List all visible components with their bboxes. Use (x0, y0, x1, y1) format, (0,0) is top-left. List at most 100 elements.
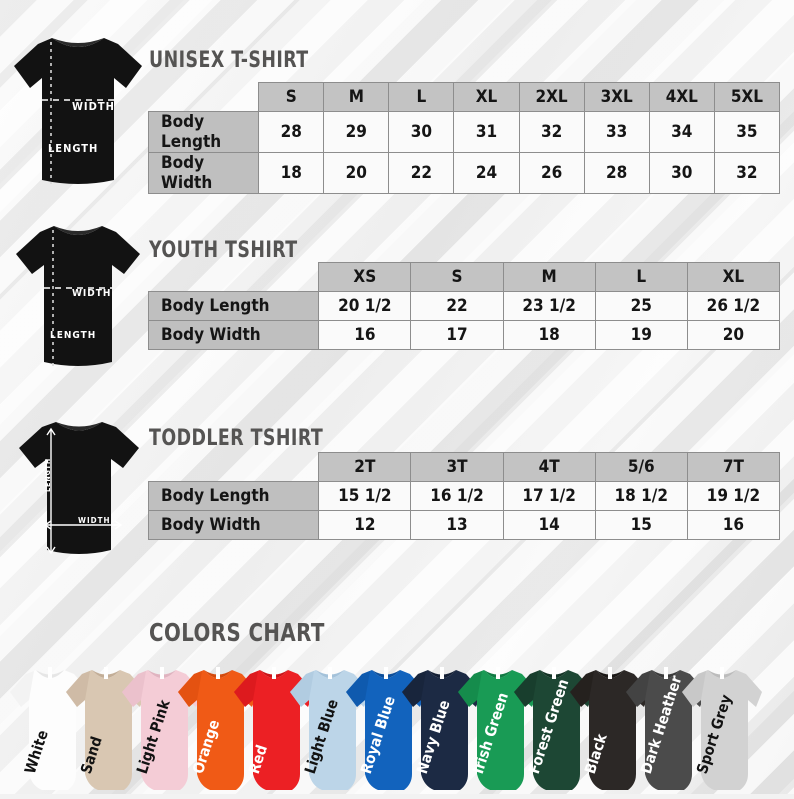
measurement-cell: 14 (502, 510, 596, 540)
shirt-shape-icon (682, 667, 762, 790)
collar-tag-icon (104, 667, 108, 679)
shirt-shape-icon (402, 667, 482, 790)
color-swatch-shirt[interactable]: Royal Blue (344, 662, 428, 794)
table-row: Body Width 16 17 18 19 20 (147, 320, 781, 350)
size-column-header: L (594, 262, 688, 292)
measurement-cell: 12 (318, 510, 412, 540)
size-column-header: 2T (318, 452, 412, 482)
measurement-cell: 25 (594, 291, 688, 321)
collar-tag-icon (440, 667, 444, 679)
measurement-cell: 22 (388, 152, 455, 194)
shirt-shape-icon (66, 667, 146, 790)
colors-chart-row: White Sand Light Pink Orange Red Light Blue Ro… (0, 640, 794, 794)
measurement-row-label: Body Length (147, 481, 320, 511)
collar-tag-icon (664, 667, 668, 679)
toddler-length-label: LENGTH (44, 457, 52, 492)
size-column-header: 7T (686, 452, 781, 482)
colors-chart-title: COLORS CHART (149, 618, 325, 647)
collar-tag-icon (272, 667, 276, 679)
size-column-header: 5XL (713, 82, 781, 112)
measurement-cell: 18 (258, 152, 325, 194)
table-row: Body Width 12 13 14 15 16 (147, 510, 781, 540)
color-swatch-shirt[interactable]: Irish Green (456, 662, 540, 794)
color-swatch-shirt[interactable]: Red (232, 662, 316, 794)
unisex-length-label: LENGTH (48, 142, 99, 155)
table-header-row: 2T 3T 4T 5/6 7T (149, 452, 781, 482)
youth-tshirt-illustration (16, 226, 140, 366)
measurement-cell: 32 (518, 111, 585, 153)
shirt-shape-icon (234, 667, 314, 790)
shirt-shape-icon (626, 667, 706, 790)
shirt-shape-icon (346, 667, 426, 790)
measurement-cell: 19 (594, 320, 688, 350)
color-swatch-shirt[interactable]: Orange (176, 662, 260, 794)
table-row: Body Length 15 1/2 16 1/2 17 1/2 18 1/2 19 1/… (147, 481, 781, 511)
youth-size-table: XS S M L XL Body Length 20 1/2 22 23 1/2 25 26 1/2… (147, 262, 781, 350)
size-column-header: XL (453, 82, 520, 112)
size-column-header: S (410, 262, 504, 292)
measurement-cell: 16 1/2 (410, 481, 504, 511)
unisex-tshirt-illustration (14, 38, 142, 184)
measurement-row-label: Body Width (147, 320, 320, 350)
size-column-header: L (388, 82, 455, 112)
unisex-section-title: UNISEX T-SHIRT (149, 48, 309, 73)
toddler-width-label: WIDTH (78, 516, 111, 525)
color-swatch-shirt[interactable]: Light Pink (120, 662, 204, 794)
size-column-header: M (323, 82, 390, 112)
table-row: Body Length 20 1/2 22 23 1/2 25 26 1/2 (147, 291, 781, 321)
youth-length-label: LENGTH (50, 330, 97, 341)
measurement-cell: 34 (648, 111, 715, 153)
unisex-width-label: WIDTH (72, 100, 115, 113)
measurement-cell: 28 (583, 152, 650, 194)
measurement-cell: 15 1/2 (318, 481, 412, 511)
color-swatch-shirt[interactable]: Black (568, 662, 652, 794)
table-corner-cell (149, 453, 319, 482)
shirt-shape-icon (290, 667, 370, 790)
measurement-cell: 29 (323, 111, 390, 153)
measurement-cell: 30 (648, 152, 715, 194)
shirt-shape-icon (122, 667, 202, 790)
collar-tag-icon (160, 667, 164, 679)
size-column-header: XL (686, 262, 781, 292)
toddler-size-table: 2T 3T 4T 5/6 7T Body Length 15 1/2 16 1/2 17 1/2… (147, 452, 781, 540)
measurement-cell: 31 (453, 111, 520, 153)
size-column-header: 3T (410, 452, 504, 482)
measurement-cell: 19 1/2 (686, 481, 781, 511)
table-header-row: S M L XL 2XL 3XL 4XL 5XL (149, 82, 781, 112)
size-column-header: 4T (502, 452, 596, 482)
unisex-size-table: S M L XL 2XL 3XL 4XL 5XL Body Length 28 29 30 31 32 33… (147, 82, 781, 194)
color-swatch-shirt[interactable]: Dark Heather (624, 662, 708, 794)
measurement-cell: 20 1/2 (318, 291, 412, 321)
color-swatch-shirt[interactable]: Forest Green (512, 662, 596, 794)
measurement-row-label: Body Width (147, 510, 320, 540)
measurement-cell: 24 (453, 152, 520, 194)
collar-tag-icon (328, 667, 332, 679)
color-swatch-shirt[interactable]: Light Blue (288, 662, 372, 794)
shirt-shape-icon (458, 667, 538, 790)
color-swatch-shirt[interactable]: White (8, 662, 92, 794)
shirt-shape-icon (514, 667, 594, 790)
shirt-shape-icon (178, 667, 258, 790)
size-column-header: XS (318, 262, 412, 292)
toddler-tshirt-illustration (19, 422, 139, 555)
color-swatch-shirt[interactable]: Sport Grey (680, 662, 764, 794)
size-column-header: S (258, 82, 325, 112)
collar-tag-icon (216, 667, 220, 679)
size-column-header: M (502, 262, 596, 292)
color-swatch-shirt[interactable]: Sand (64, 662, 148, 794)
shirt-shape-icon (10, 667, 90, 790)
collar-tag-icon (48, 667, 52, 679)
table-row: Body Length 28 29 30 31 32 33 34 35 (147, 111, 781, 153)
table-header-row: XS S M L XL (149, 262, 781, 292)
measurement-cell: 18 1/2 (594, 481, 688, 511)
collar-tag-icon (720, 667, 724, 679)
table-corner-cell (149, 263, 319, 292)
measurement-cell: 26 1/2 (686, 291, 781, 321)
measurement-cell: 28 (258, 111, 325, 153)
toddler-section-title: TODDLER TSHIRT (149, 426, 324, 451)
youth-section-title: YOUTH TSHIRT (149, 238, 298, 263)
color-swatch-shirt[interactable]: Navy Blue (400, 662, 484, 794)
measurement-cell: 17 (410, 320, 504, 350)
measurement-cell: 32 (713, 152, 781, 194)
